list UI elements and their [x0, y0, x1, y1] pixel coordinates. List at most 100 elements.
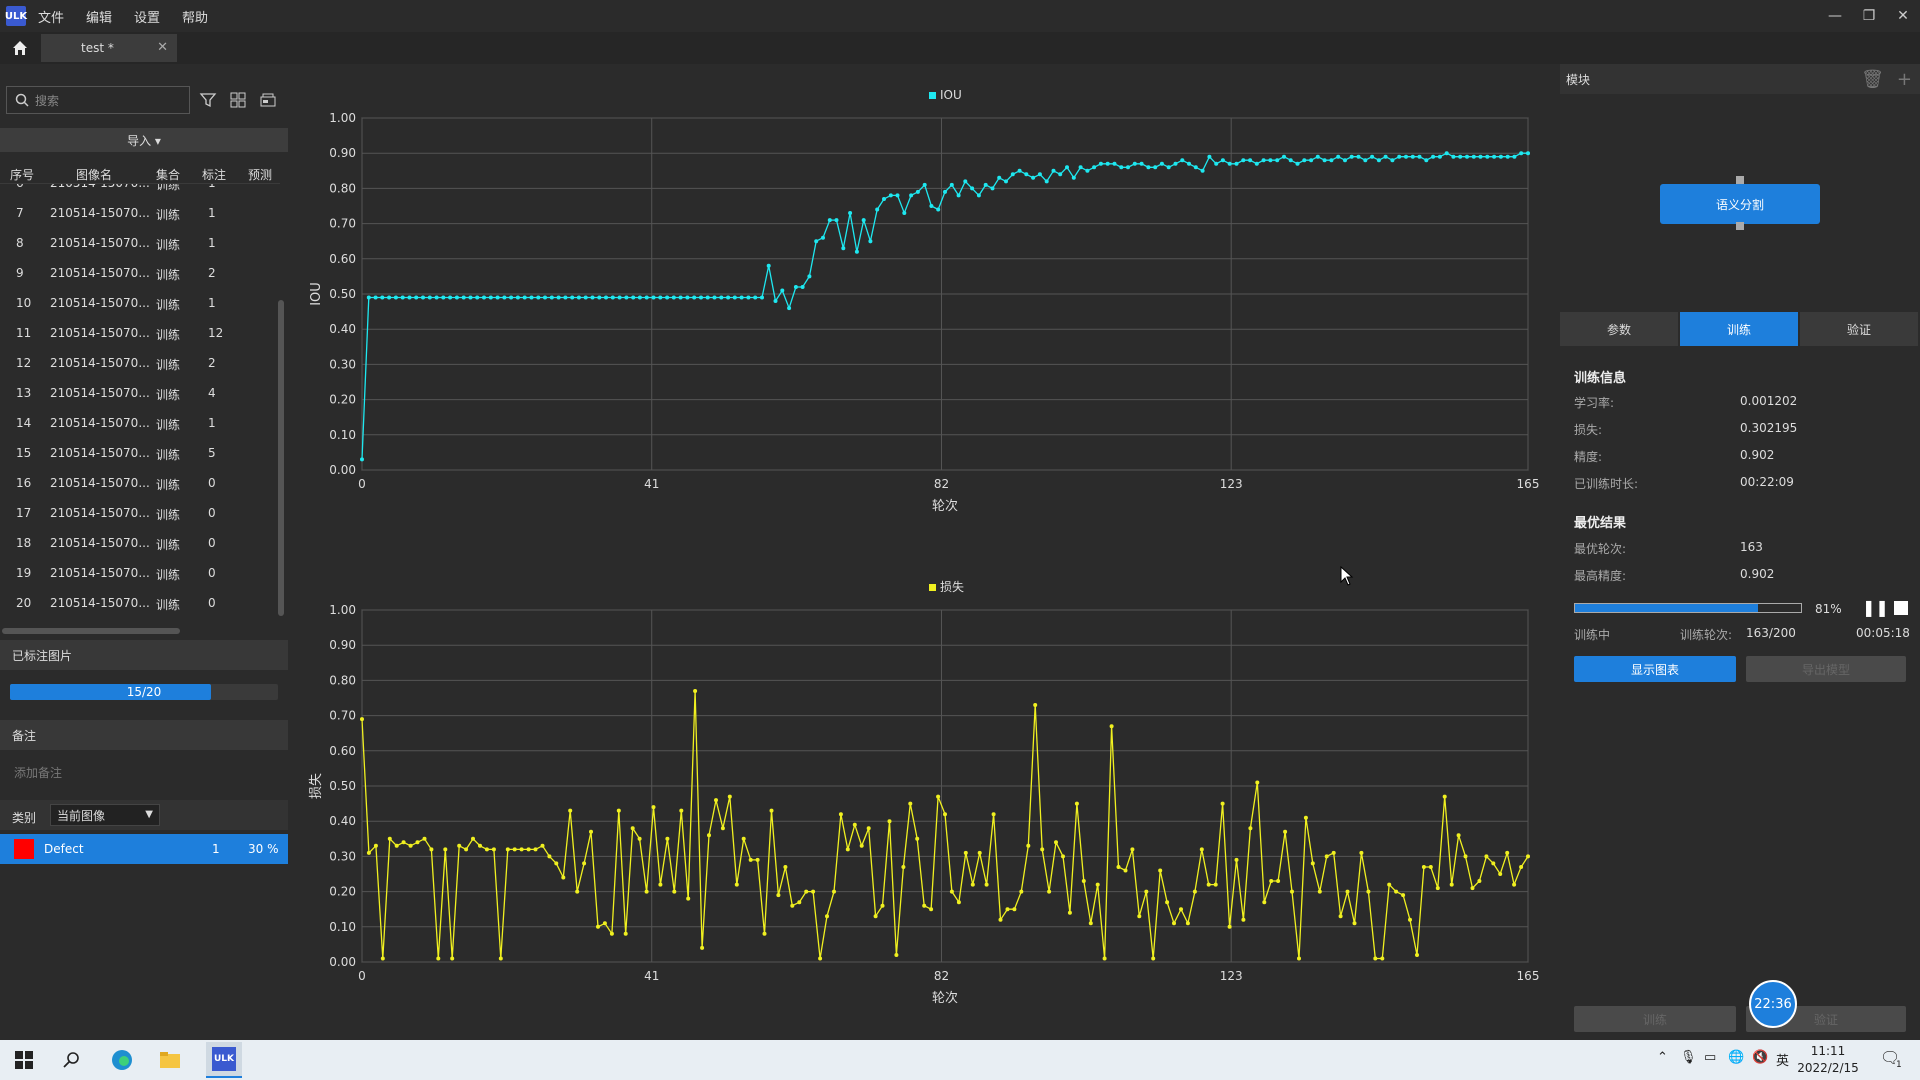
- table-row[interactable]: 17 210514-15070... 训练 0: [0, 498, 276, 528]
- loss-data-point: [1019, 889, 1024, 894]
- input-port[interactable]: [1736, 176, 1744, 184]
- iou-data-point: [868, 239, 873, 244]
- row-label: 0: [208, 536, 216, 550]
- edge-browser-icon[interactable]: [110, 1048, 134, 1072]
- table-row[interactable]: 8 210514-15070... 训练 1: [0, 228, 276, 258]
- iou-data-point: [427, 295, 432, 300]
- file-explorer-icon[interactable]: [158, 1048, 182, 1072]
- search-input[interactable]: 搜索: [6, 86, 190, 114]
- loss-data-point: [727, 794, 732, 799]
- document-tab[interactable]: test * ✕: [41, 34, 177, 62]
- table-row[interactable]: 9 210514-15070... 训练 2: [0, 258, 276, 288]
- iou-data-point: [1471, 154, 1476, 159]
- iou-data-point: [1031, 175, 1036, 180]
- row-image-name: 210514-15070...: [50, 506, 150, 520]
- col-label[interactable]: 标注: [202, 168, 227, 182]
- loss-data-point: [1012, 907, 1017, 912]
- volume-muted-icon[interactable]: 🔇: [1752, 1050, 1769, 1065]
- iou-data-point: [875, 207, 880, 212]
- loss-data-point: [1241, 917, 1246, 922]
- loss-data-point: [852, 822, 857, 827]
- iou-data-point: [556, 295, 561, 300]
- table-row[interactable]: 6 210514-15070... 训练 1: [0, 184, 276, 198]
- defect-color-swatch[interactable]: [14, 839, 34, 859]
- category-select[interactable]: 当前图像 ▼: [50, 804, 160, 826]
- close-tab-icon[interactable]: ✕: [157, 40, 168, 55]
- vertical-scrollbar[interactable]: [278, 300, 284, 616]
- menu-edit[interactable]: 编辑: [86, 10, 113, 26]
- col-prediction[interactable]: 预测: [248, 168, 273, 182]
- import-button[interactable]: 导入 ▾: [0, 128, 288, 152]
- output-port[interactable]: [1736, 222, 1744, 230]
- app-taskbar-icon[interactable]: ULK: [206, 1042, 242, 1078]
- loss-data-point: [1165, 900, 1170, 905]
- table-row[interactable]: 18 210514-15070... 训练 0: [0, 528, 276, 558]
- show-hidden-icons[interactable]: ⌃: [1657, 1050, 1668, 1065]
- home-icon[interactable]: [8, 36, 32, 60]
- iou-data-point: [983, 182, 988, 187]
- loss-data-point: [1213, 882, 1218, 887]
- col-set[interactable]: 集合: [156, 168, 181, 182]
- labeled-progress-bar: 15/20: [10, 684, 278, 700]
- filter-icon[interactable]: [198, 90, 218, 110]
- table-row[interactable]: 16 210514-15070... 训练 0: [0, 468, 276, 498]
- iou-data-point: [997, 175, 1002, 180]
- floating-clock-widget[interactable]: 22:36: [1749, 980, 1797, 1028]
- table-row[interactable]: 13 210514-15070... 训练 4: [0, 378, 276, 408]
- battery-icon[interactable]: ▭: [1704, 1050, 1717, 1065]
- tab-params[interactable]: 参数: [1560, 312, 1678, 346]
- minimize-button[interactable]: —: [1828, 8, 1842, 24]
- iou-data-point: [617, 295, 622, 300]
- export-model-button[interactable]: 导出模型: [1746, 656, 1906, 682]
- table-row[interactable]: 7 210514-15070... 训练 1: [0, 198, 276, 228]
- loss-data-point: [769, 808, 774, 813]
- train-button[interactable]: 训练: [1574, 1006, 1736, 1032]
- defect-percent: 30 %: [248, 842, 279, 856]
- trash-icon[interactable]: 🗑: [1861, 69, 1884, 90]
- loss-data-point: [797, 900, 802, 905]
- mouse-cursor-icon: [1340, 566, 1354, 586]
- defect-class-row[interactable]: Defect 1 30 %: [0, 834, 288, 864]
- loss-data-point: [596, 924, 600, 929]
- pause-icon[interactable]: ❚❚: [1862, 598, 1889, 617]
- loss-series-line: [361, 690, 1529, 960]
- search-taskbar-icon[interactable]: [60, 1048, 84, 1072]
- horizontal-scrollbar[interactable]: [2, 628, 180, 634]
- table-row[interactable]: 11 210514-15070... 训练 12: [0, 318, 276, 348]
- taskbar-clock[interactable]: 11:11 2022/2/15: [1792, 1043, 1864, 1077]
- notification-icon[interactable]: 🗨: [1880, 1048, 1901, 1067]
- add-icon[interactable]: +: [1896, 69, 1912, 90]
- menu-file[interactable]: 文件: [38, 10, 65, 26]
- menu-help[interactable]: 帮助: [182, 10, 209, 26]
- iou-data-point: [468, 295, 473, 300]
- iou-data-point: [739, 295, 744, 300]
- iou-data-point: [1485, 154, 1490, 159]
- col-index[interactable]: 序号: [10, 168, 35, 182]
- table-row[interactable]: 14 210514-15070... 训练 1: [0, 408, 276, 438]
- table-row[interactable]: 15 210514-15070... 训练 5: [0, 438, 276, 468]
- row-image-name: 210514-15070...: [50, 476, 150, 490]
- table-row[interactable]: 20 210514-15070... 训练 0: [0, 588, 276, 618]
- semantic-segmentation-node[interactable]: 语义分割: [1660, 184, 1820, 224]
- col-image-name[interactable]: 图像名: [76, 168, 113, 182]
- loss-data-point: [956, 900, 961, 905]
- grid-view-icon[interactable]: [228, 90, 248, 110]
- restore-button[interactable]: ❐: [1862, 8, 1876, 24]
- menu-settings[interactable]: 设置: [134, 10, 161, 26]
- windows-start-icon[interactable]: [12, 1048, 36, 1072]
- loss-data-point: [1123, 868, 1128, 873]
- close-window-button[interactable]: ✕: [1897, 8, 1909, 24]
- ime-indicator[interactable]: 英: [1776, 1054, 1790, 1069]
- table-row[interactable]: 19 210514-15070... 训练 0: [0, 558, 276, 588]
- microphone-icon[interactable]: 🎙: [1680, 1050, 1697, 1065]
- table-row[interactable]: 10 210514-15070... 训练 1: [0, 288, 276, 318]
- tab-verify[interactable]: 验证: [1800, 312, 1918, 346]
- notes-input[interactable]: 添加备注: [14, 766, 63, 780]
- stop-icon[interactable]: [1894, 601, 1908, 615]
- show-chart-button[interactable]: 显示图表: [1574, 656, 1736, 682]
- tab-train[interactable]: 训练: [1680, 312, 1798, 346]
- network-icon[interactable]: 🌐: [1728, 1050, 1745, 1065]
- iou-data-point: [1207, 154, 1212, 159]
- table-row[interactable]: 12 210514-15070... 训练 2: [0, 348, 276, 378]
- split-dataset-icon[interactable]: [258, 90, 278, 110]
